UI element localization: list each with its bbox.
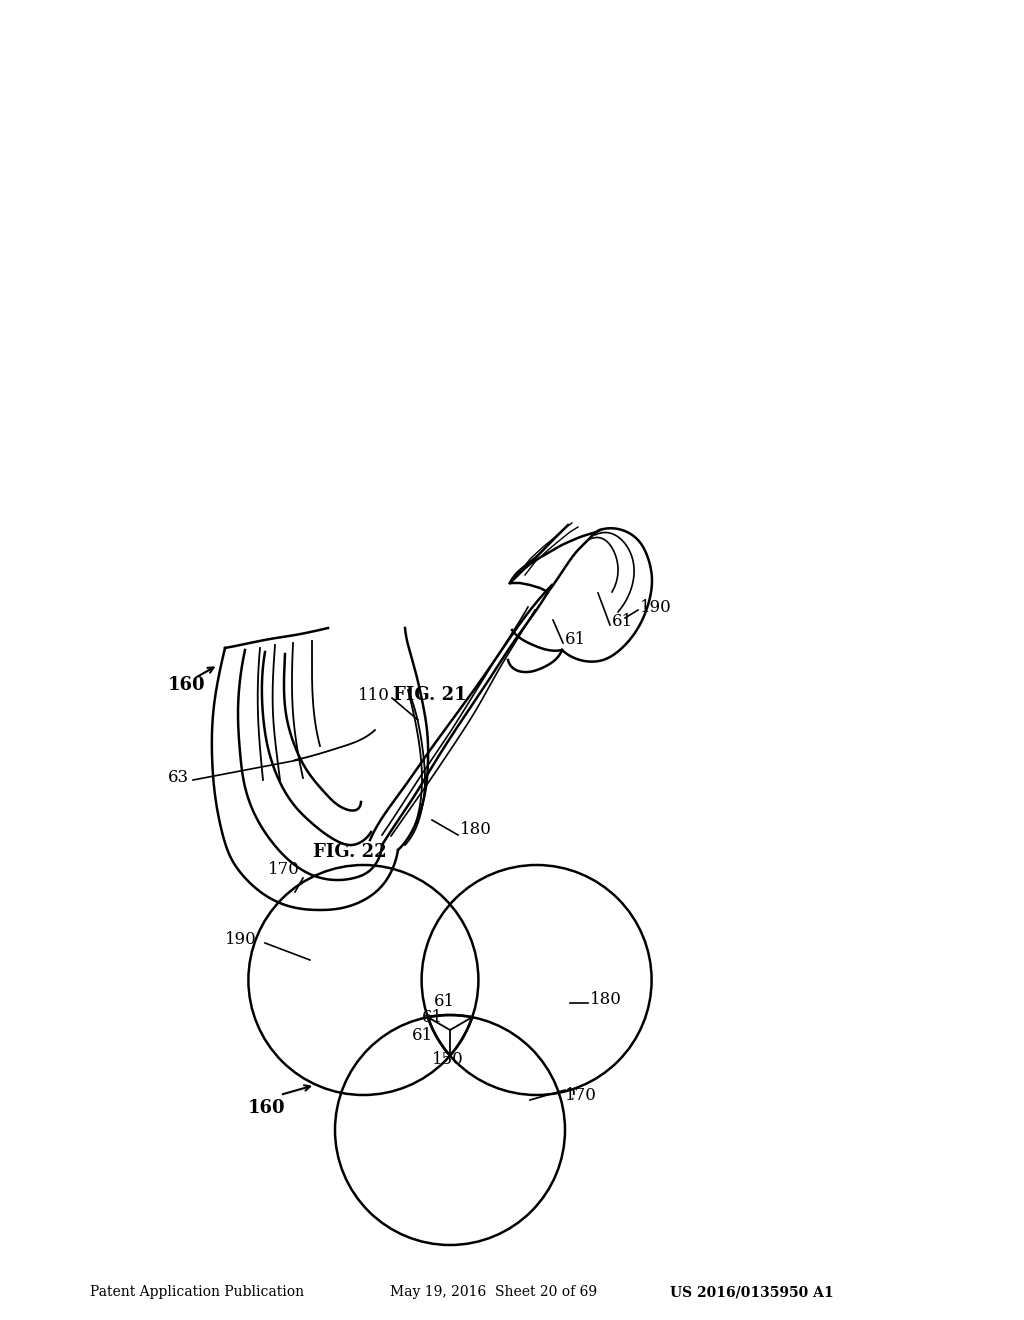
Text: 110: 110 bbox=[358, 686, 390, 704]
Text: May 19, 2016  Sheet 20 of 69: May 19, 2016 Sheet 20 of 69 bbox=[390, 1284, 597, 1299]
Text: 180: 180 bbox=[460, 821, 492, 838]
Text: 61: 61 bbox=[565, 631, 586, 648]
Text: 170: 170 bbox=[268, 862, 300, 879]
Text: 170: 170 bbox=[565, 1086, 597, 1104]
Text: US 2016/0135950 A1: US 2016/0135950 A1 bbox=[670, 1284, 834, 1299]
Text: 160: 160 bbox=[168, 676, 206, 694]
Text: 63: 63 bbox=[168, 770, 189, 787]
Text: FIG. 21: FIG. 21 bbox=[393, 686, 467, 704]
Text: 190: 190 bbox=[640, 599, 672, 616]
Text: 180: 180 bbox=[590, 991, 622, 1008]
Text: Patent Application Publication: Patent Application Publication bbox=[90, 1284, 304, 1299]
Text: 61: 61 bbox=[412, 1027, 433, 1044]
Text: FIG. 22: FIG. 22 bbox=[313, 843, 387, 861]
Text: 150: 150 bbox=[432, 1052, 464, 1068]
Text: 61: 61 bbox=[422, 1010, 443, 1027]
Text: 190: 190 bbox=[225, 932, 257, 949]
Text: 61: 61 bbox=[612, 614, 633, 631]
Text: 61: 61 bbox=[434, 994, 455, 1011]
Text: 160: 160 bbox=[248, 1100, 286, 1117]
